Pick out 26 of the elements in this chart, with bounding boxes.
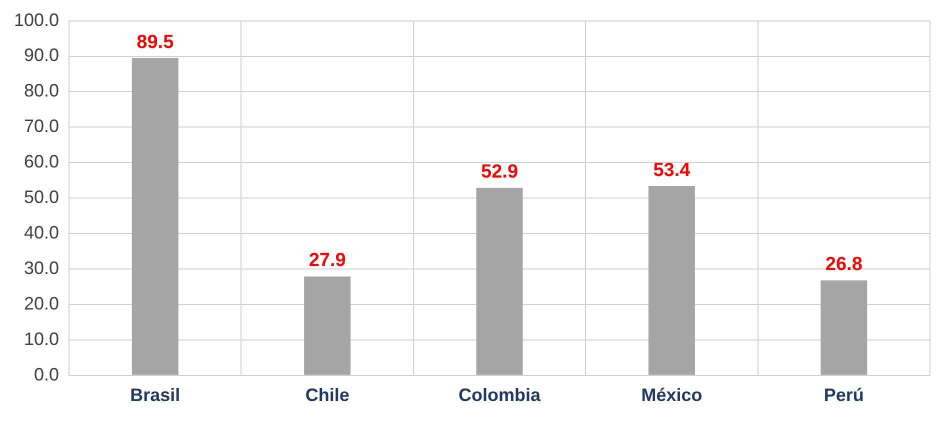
bar [648, 186, 695, 375]
y-tick-label: 30.0 [24, 258, 60, 278]
y-tick-label: 80.0 [24, 80, 60, 101]
data-label: 89.5 [136, 32, 174, 53]
bar [476, 188, 523, 375]
y-tick-label: 60.0 [24, 152, 60, 172]
y-tick-label: 40.0 [24, 222, 60, 243]
bar [820, 280, 868, 375]
x-tick-label: Chile [305, 385, 350, 406]
x-tick-label: Brasil [130, 385, 180, 406]
x-tick-label: Perú [824, 385, 864, 406]
x-tick-label: México [641, 385, 702, 406]
y-tick-label: 90.0 [24, 45, 60, 66]
y-tick-label: 100.0 [14, 10, 60, 30]
y-tick-label: 70.0 [24, 116, 60, 136]
y-tick-label: 10.0 [24, 328, 60, 349]
data-label: 53.4 [653, 160, 691, 181]
bar [304, 276, 351, 375]
data-label: 52.9 [481, 162, 518, 183]
y-tick-label: 20.0 [24, 293, 60, 314]
data-label: 27.9 [308, 250, 346, 272]
y-tick-label: 50.0 [24, 187, 60, 208]
y-tick-label: 0.0 [34, 364, 60, 384]
data-label: 26.8 [825, 254, 862, 276]
bar [132, 58, 178, 375]
x-tick-label: Colombia [458, 385, 542, 406]
